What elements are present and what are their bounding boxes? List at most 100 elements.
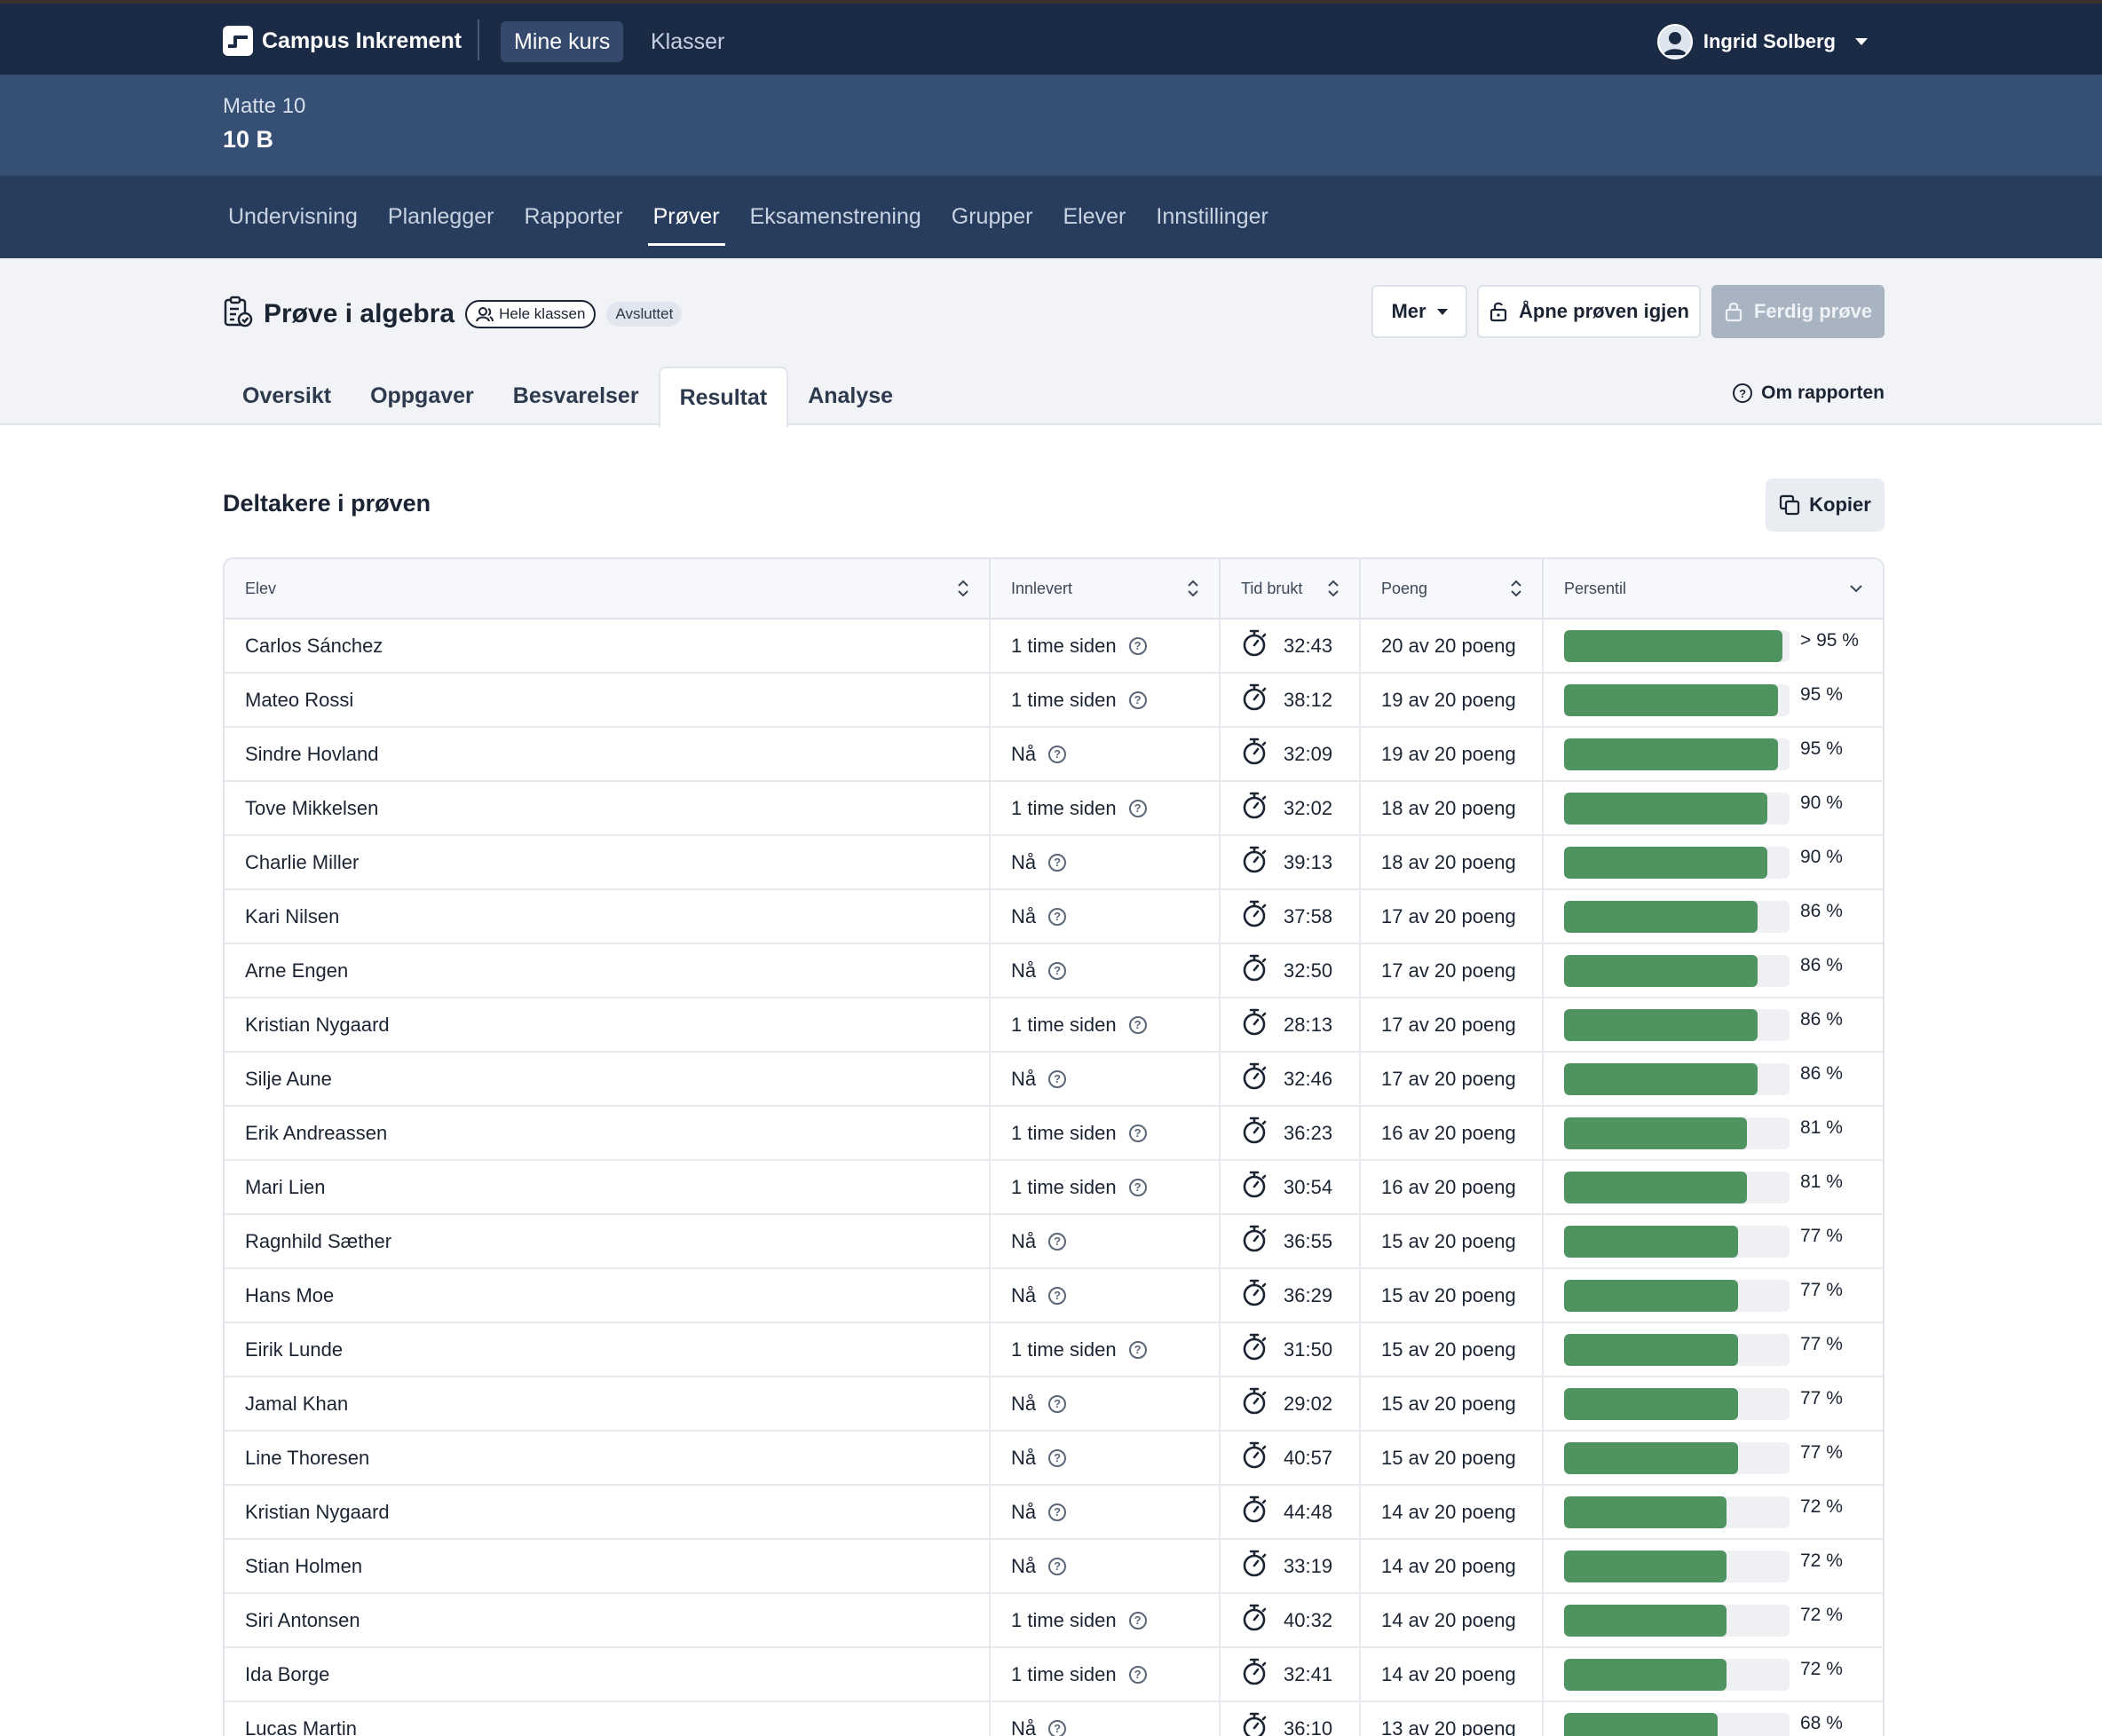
student-name: Siri Antonsen [245, 1608, 360, 1631]
help-circle-icon[interactable]: ? [1048, 1069, 1067, 1088]
subnav-rapporter[interactable]: Rapporter [524, 204, 623, 229]
cell-student-name[interactable]: Kristian Nygaard [225, 1486, 991, 1538]
column-header-innlevert[interactable]: Innlevert [991, 559, 1221, 618]
time-used: 30:54 [1284, 1175, 1333, 1198]
tab-besvarelser[interactable]: Besvarelser [512, 383, 639, 408]
help-circle-icon[interactable]: ? [1048, 1503, 1067, 1521]
subnav-eksamenstrening[interactable]: Eksamenstrening [749, 204, 921, 229]
table-row[interactable]: Mateo Rossi 1 time siden? 38:12 19 av 20 po… [225, 674, 1883, 728]
cell-submitted: Nå? [991, 1269, 1221, 1322]
help-circle-icon[interactable]: ? [1048, 961, 1067, 980]
cell-student-name[interactable]: Hans Moe [225, 1269, 991, 1322]
table-row[interactable]: Ida Borge 1 time siden? 32:41 14 av 20 poen… [225, 1648, 1883, 1702]
table-row[interactable]: Silje Aune Nå? 32:46 17 av 20 poeng 86 % [225, 1053, 1883, 1107]
cell-student-name[interactable]: Line Thoresen [225, 1432, 991, 1484]
help-circle-icon[interactable]: ? [1128, 1665, 1147, 1684]
stopwatch-icon [1241, 1171, 1268, 1204]
reopen-test-button[interactable]: Åpne prøven igjen [1477, 285, 1701, 338]
help-circle-icon[interactable]: ? [1048, 1719, 1067, 1736]
cell-student-name[interactable]: Ida Borge [225, 1648, 991, 1700]
table-row[interactable]: Erik Andreassen 1 time siden? 36:23 16 av 2… [225, 1107, 1883, 1161]
nav-klasser[interactable]: Klasser [651, 28, 725, 54]
table-row[interactable]: Stian Holmen Nå? 33:19 14 av 20 poeng 72 % [225, 1540, 1883, 1594]
percentile-bar [1564, 1171, 1790, 1203]
subnav-grupper[interactable]: Grupper [951, 204, 1033, 229]
cell-student-name[interactable]: Ragnhild Sæther [225, 1215, 991, 1267]
cell-student-name[interactable]: Arne Engen [225, 944, 991, 997]
tab-resultat[interactable]: Resultat [658, 367, 789, 427]
cell-student-name[interactable]: Jamal Khan [225, 1377, 991, 1430]
table-row[interactable]: Eirik Lunde 1 time siden? 31:50 15 av 20 po… [225, 1323, 1883, 1377]
table-row[interactable]: Mari Lien 1 time siden? 30:54 16 av 20 poen… [225, 1161, 1883, 1215]
help-circle-icon[interactable]: ? [1128, 1340, 1147, 1359]
help-circle-icon[interactable]: ? [1048, 907, 1067, 926]
table-row[interactable]: Tove Mikkelsen 1 time siden? 32:02 18 av 20… [225, 782, 1883, 836]
table-row[interactable]: Kristian Nygaard 1 time siden? 28:13 17 av … [225, 998, 1883, 1053]
table-row[interactable]: Siri Antonsen 1 time siden? 40:32 14 av 20 … [225, 1594, 1883, 1648]
subnav-elever[interactable]: Elever [1063, 204, 1126, 229]
column-header-persentil[interactable]: Persentil [1544, 559, 1883, 618]
cell-student-name[interactable]: Charlie Miller [225, 836, 991, 888]
subnav-innstillinger[interactable]: Innstillinger [1156, 204, 1268, 229]
help-circle-icon[interactable]: ? [1048, 1448, 1067, 1467]
cell-student-name[interactable]: Eirik Lunde [225, 1323, 991, 1376]
column-header-poeng[interactable]: Poeng [1361, 559, 1544, 618]
cell-student-name[interactable]: Kristian Nygaard [225, 998, 991, 1051]
table-row[interactable]: Line Thoresen Nå? 40:57 15 av 20 poeng 77 % [225, 1432, 1883, 1486]
cell-submitted: Nå? [991, 1377, 1221, 1430]
cell-time-used: 29:02 [1221, 1377, 1361, 1430]
table-row[interactable]: Sindre Hovland Nå? 32:09 19 av 20 poeng 95 % [225, 728, 1883, 782]
user-menu[interactable]: Ingrid Solberg [1656, 23, 1868, 60]
table-row[interactable]: Ragnhild Sæther Nå? 36:55 15 av 20 poeng 77 … [225, 1215, 1883, 1269]
table-row[interactable]: Kari Nilsen Nå? 37:58 17 av 20 poeng 86 % [225, 890, 1883, 944]
about-report-link[interactable]: ? Om rapporten [1733, 377, 1885, 409]
table-row[interactable]: Arne Engen Nå? 32:50 17 av 20 poeng 86 % [225, 944, 1883, 998]
help-circle-icon[interactable]: ? [1048, 745, 1067, 763]
subnav-prover[interactable]: Prøver [647, 176, 725, 258]
cell-student-name[interactable]: Kari Nilsen [225, 890, 991, 943]
cell-student-name[interactable]: Siri Antonsen [225, 1594, 991, 1646]
help-circle-icon[interactable]: ? [1048, 853, 1067, 872]
table-row[interactable]: Jamal Khan Nå? 29:02 15 av 20 poeng 77 % [225, 1377, 1883, 1432]
cell-student-name[interactable]: Mari Lien [225, 1161, 991, 1213]
cell-student-name[interactable]: Carlos Sánchez [225, 619, 991, 672]
help-circle-icon[interactable]: ? [1048, 1232, 1067, 1251]
subnav-undervisning[interactable]: Undervisning [228, 204, 358, 229]
brand[interactable]: Campus Inkrement [223, 23, 462, 59]
percentile-bar-fill [1564, 1333, 1738, 1366]
table-row[interactable]: Hans Moe Nå? 36:29 15 av 20 poeng 77 % [225, 1269, 1883, 1323]
table-row[interactable]: Charlie Miller Nå? 39:13 18 av 20 poeng 90 % [225, 836, 1883, 890]
table-row[interactable]: Lucas Martin Nå? 36:10 13 av 20 poeng 68 % [225, 1702, 1883, 1736]
table-row[interactable]: Kristian Nygaard Nå? 44:48 14 av 20 poeng 72… [225, 1486, 1883, 1540]
help-circle-icon[interactable]: ? [1128, 1611, 1147, 1629]
cell-student-name[interactable]: Lucas Martin [225, 1702, 991, 1736]
copy-button[interactable]: Kopier [1766, 478, 1885, 532]
tab-analyse[interactable]: Analyse [808, 383, 894, 408]
cell-student-name[interactable]: Erik Andreassen [225, 1107, 991, 1159]
cell-student-name[interactable]: Tove Mikkelsen [225, 782, 991, 834]
column-header-tid-brukt[interactable]: Tid brukt [1221, 559, 1361, 618]
help-circle-icon[interactable]: ? [1128, 1015, 1147, 1034]
column-header-elev[interactable]: Elev [225, 559, 991, 618]
cell-student-name[interactable]: Stian Holmen [225, 1540, 991, 1592]
percentile-label: 86 % [1800, 900, 1843, 921]
cell-student-name[interactable]: Sindre Hovland [225, 728, 991, 780]
more-button[interactable]: Mer [1371, 285, 1467, 338]
help-circle-icon[interactable]: ? [1128, 690, 1147, 709]
cell-student-name[interactable]: Silje Aune [225, 1053, 991, 1105]
help-circle-icon[interactable]: ? [1128, 636, 1147, 655]
help-circle-icon[interactable]: ? [1128, 799, 1147, 817]
help-circle-icon[interactable]: ? [1048, 1394, 1067, 1413]
tab-oversikt[interactable]: Oversikt [242, 383, 332, 408]
help-circle-icon[interactable]: ? [1048, 1286, 1067, 1305]
help-circle-icon[interactable]: ? [1128, 1178, 1147, 1196]
subnav-planlegger[interactable]: Planlegger [387, 204, 494, 229]
help-circle-icon[interactable]: ? [1128, 1124, 1147, 1142]
cell-student-name[interactable]: Mateo Rossi [225, 674, 991, 726]
table-row[interactable]: Carlos Sánchez 1 time siden? 32:43 20 av 20… [225, 619, 1883, 674]
finish-test-button[interactable]: Ferdig prøve [1711, 285, 1885, 338]
nav-mine-kurs[interactable]: Mine kurs [501, 21, 624, 62]
submitted-time: 1 time siden [1011, 796, 1117, 819]
tab-oppgaver[interactable]: Oppgaver [370, 383, 474, 408]
help-circle-icon[interactable]: ? [1048, 1557, 1067, 1575]
